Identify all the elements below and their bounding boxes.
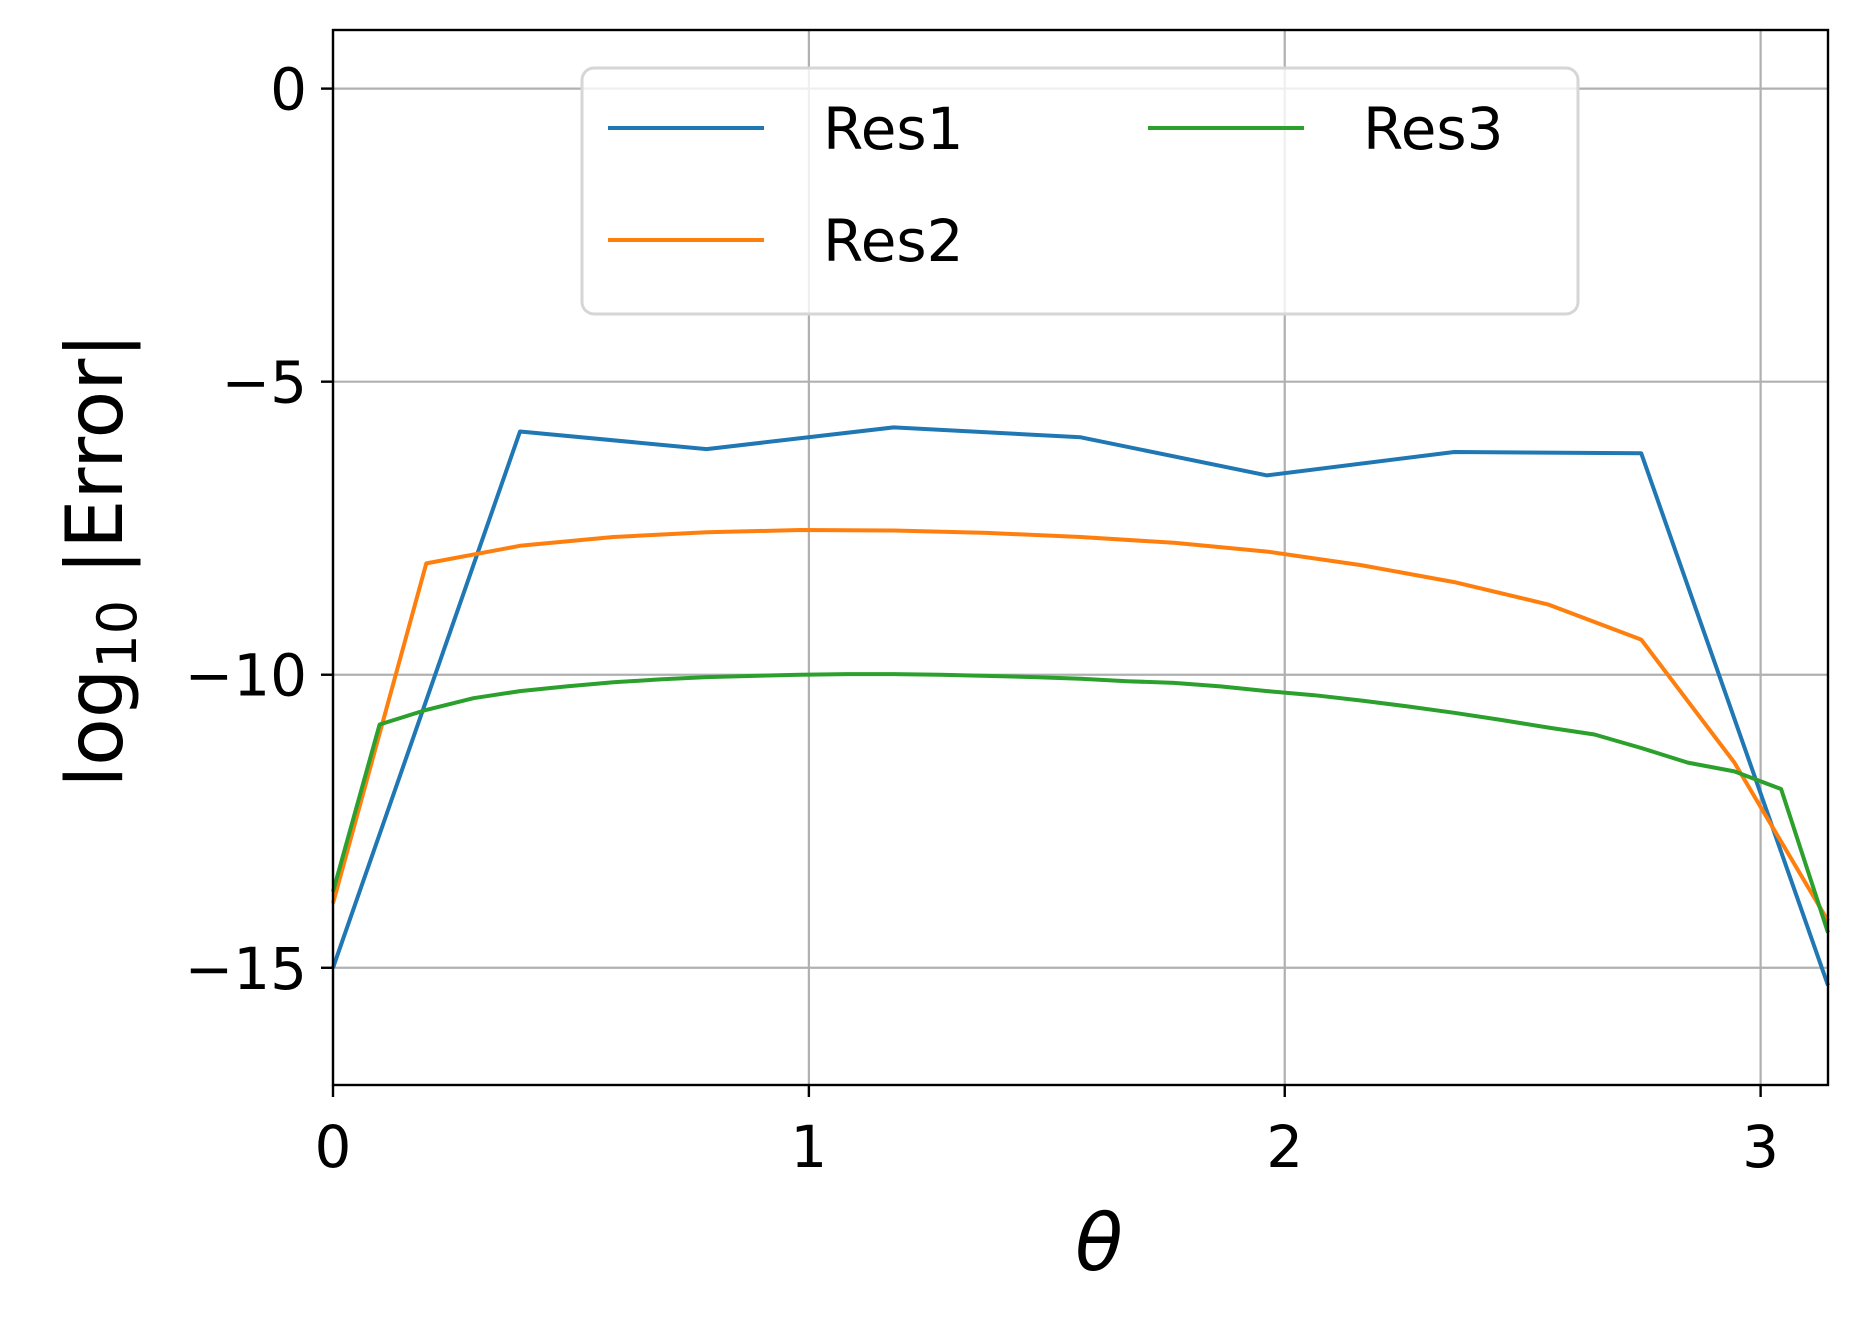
x-tick-label: 3 <box>1742 1113 1779 1181</box>
y-axis-label-subscript: 10 <box>86 600 149 669</box>
x-tick-label: 0 <box>315 1113 352 1181</box>
y-tick-label: −15 <box>185 935 307 1003</box>
y-axis-label-log: log <box>51 669 141 788</box>
y-axis-label-rest: |Error| <box>51 332 141 599</box>
series-line-res2 <box>331 528 1830 922</box>
plot-frame <box>331 28 1830 1087</box>
legend-box <box>580 66 1580 316</box>
y-axis-label: log10 |Error| <box>51 332 149 787</box>
x-tick-label: 2 <box>1266 1113 1303 1181</box>
axis-ticks: 0 1 2 3 0 −5 −10 −15 <box>185 56 1779 1181</box>
legend-label-res2: Res2 <box>823 207 964 275</box>
y-tick-label: −5 <box>222 349 308 417</box>
legend-label-res1: Res1 <box>823 95 964 163</box>
legend: Res1 Res2 Res3 <box>580 66 1580 316</box>
series-lines <box>331 425 1830 987</box>
y-tick-label: 0 <box>270 56 307 124</box>
y-tick-label: −10 <box>185 642 307 710</box>
x-tick-label: 1 <box>790 1113 827 1181</box>
series-line-res3 <box>331 672 1830 934</box>
series-line-res1 <box>331 425 1830 987</box>
legend-label-res3: Res3 <box>1363 95 1504 163</box>
x-axis-label: θ <box>1075 1199 1123 1289</box>
